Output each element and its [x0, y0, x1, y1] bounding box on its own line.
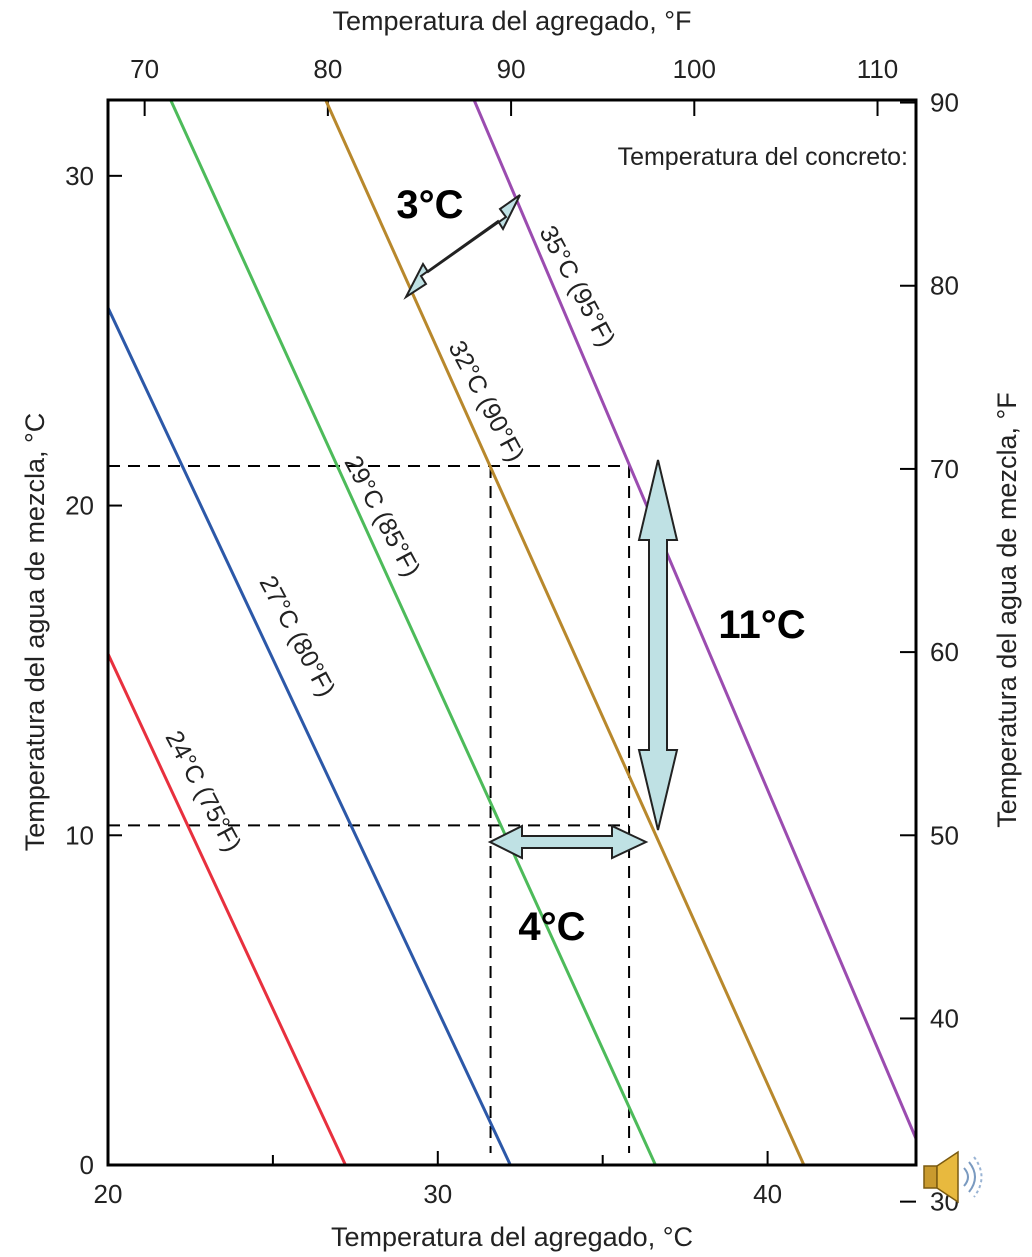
x-tick-label-c-20: 20 — [94, 1179, 123, 1209]
delta-concrete-text: 3°C — [396, 183, 463, 227]
bottom-axis-title: Temperatura del agregado, °C — [331, 1222, 693, 1252]
arrow-aggregate-delta — [487, 824, 649, 860]
y-tick-label-f-80: 80 — [930, 271, 959, 301]
y-tick-label-f-50: 50 — [930, 820, 959, 850]
series-line-4 — [472, 100, 916, 1140]
series-lines — [108, 100, 916, 1165]
y-tick-label-c-20: 20 — [65, 491, 94, 521]
series-line-2 — [169, 100, 657, 1165]
y-tick-label-f-90: 90 — [930, 88, 959, 118]
y-tick-label-c-10: 10 — [65, 820, 94, 850]
x-tick-label-f-110: 110 — [857, 54, 898, 84]
speaker-icon[interactable] — [923, 1150, 983, 1204]
series-line-1 — [108, 307, 512, 1165]
x-tick-label-f-90: 90 — [497, 54, 526, 84]
y-tick-label-f-70: 70 — [930, 454, 959, 484]
y-tick-label-f-60: 60 — [930, 637, 959, 667]
y-tick-label-c-0: 0 — [80, 1150, 94, 1180]
right-axis-title: Temperatura del agua de mezcla, °F — [992, 392, 1022, 828]
x-tick-label-f-80: 80 — [313, 54, 342, 84]
x-tick-label-c-30: 30 — [423, 1179, 452, 1209]
top-axis-title: Temperatura del agregado, °F — [332, 6, 691, 36]
series-label-32c: 32°C (90°F) — [443, 336, 530, 466]
series-line-3 — [324, 100, 806, 1165]
x-tick-label-c-40: 40 — [753, 1179, 782, 1209]
left-axis-title: Temperatura del agua de mezcla, °C — [20, 413, 50, 852]
x-tick-label-f-100: 100 — [673, 54, 716, 84]
legend-title: Temperatura del concreto: — [618, 143, 908, 171]
delta-aggregate-text: 4°C — [518, 905, 585, 949]
arrow-concrete-delta — [403, 194, 521, 300]
delta-water-text: 11°C — [718, 603, 805, 647]
arrow-water-delta — [637, 459, 679, 831]
series-label-35c: 35°C (95°F) — [534, 221, 621, 351]
guide-lines — [108, 464, 631, 1153]
y-tick-label-f-40: 40 — [930, 1003, 959, 1033]
series-line-0 — [108, 653, 347, 1165]
series-label-27c: 27°C (80°F) — [254, 571, 341, 701]
plot-frame — [106, 98, 918, 1167]
y-tick-label-c-30: 30 — [65, 161, 94, 191]
x-tick-label-f-70: 70 — [130, 54, 159, 84]
